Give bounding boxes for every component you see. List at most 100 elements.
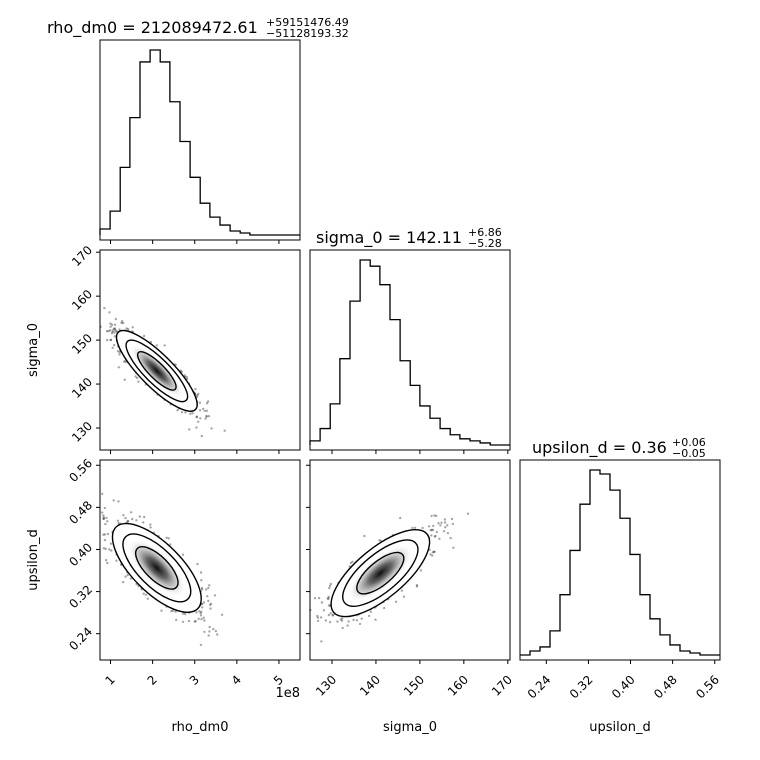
scatter-point — [194, 621, 196, 623]
histogram-outline-sigma_0 — [310, 260, 510, 445]
scatter-point — [208, 584, 210, 586]
scatter-point — [207, 400, 209, 402]
scatter-point — [209, 626, 211, 628]
scatter-point — [124, 517, 126, 519]
scatter-point — [328, 596, 330, 598]
scatter-point — [175, 619, 177, 621]
scatter-point — [164, 344, 166, 346]
scatter-point — [433, 514, 435, 516]
scatter-point — [127, 520, 129, 522]
histogram-bar-rho_dm0-9 — [190, 177, 200, 235]
scatter-point — [201, 435, 203, 437]
histogram-bar-sigma_0-14 — [450, 435, 460, 445]
scatter-point — [201, 606, 203, 608]
scatter-point — [452, 523, 454, 525]
scatter-point — [320, 616, 322, 618]
histogram-bar-sigma_0-12 — [430, 418, 440, 445]
histogram-bar-sigma_0-11 — [420, 406, 430, 445]
xtick-label-rho_dm0-1: 2 — [145, 673, 160, 688]
scatter-point — [451, 518, 453, 520]
scatter-point — [188, 620, 190, 622]
scatter-point — [403, 596, 405, 598]
scatter-point — [111, 332, 113, 334]
title-sigma_0-minus: −5.28 — [468, 237, 502, 250]
scatter-point — [215, 630, 217, 632]
histogram-bar-upsilon_d-13 — [650, 619, 660, 655]
histogram-bar-rho_dm0-1 — [110, 211, 120, 235]
ytick-label-sigma_0-2: 150 — [69, 331, 95, 357]
corner-panels: 1301401501601701 2 3 4 50.240.320.400.480.56… — [66, 40, 722, 701]
scatter-point — [200, 612, 202, 614]
scatter-point — [467, 513, 469, 515]
scatter-point — [200, 644, 202, 646]
scatter-point — [106, 339, 108, 341]
scatter-point — [135, 519, 137, 521]
scatter-point — [143, 335, 145, 337]
scatter-point — [444, 526, 446, 528]
scatter-point — [184, 411, 186, 413]
scatter-point — [208, 634, 210, 636]
scatter-point — [117, 520, 119, 522]
histogram-bar-rho_dm0-8 — [180, 142, 190, 235]
scatter-point — [201, 588, 203, 590]
scatter-point — [200, 579, 202, 581]
histogram-upsilon_d — [520, 470, 720, 655]
ytick-label-upsilon_d-0: 0.24 — [66, 624, 95, 653]
xtick-label-upsilon_d-3: 0.48 — [651, 673, 680, 702]
xtick-label-rho_dm0-2: 3 — [187, 673, 202, 688]
title-rho_dm0-minus: −51128193.32 — [266, 27, 349, 40]
scatter-point — [114, 324, 116, 326]
histogram-bar-upsilon_d-4 — [560, 595, 570, 655]
scatter-point — [399, 517, 401, 519]
scatter-point — [106, 520, 108, 522]
scatter-point — [194, 388, 196, 390]
scatter-point — [117, 350, 119, 352]
scatter-point — [200, 614, 202, 616]
histogram-bar-rho_dm0-11 — [210, 217, 220, 235]
scatter-point — [340, 618, 342, 620]
scatter-point — [206, 595, 208, 597]
scatter-point — [168, 537, 170, 539]
scatter-point — [182, 554, 184, 556]
scatter-point — [118, 353, 120, 355]
scatter-point — [143, 593, 145, 595]
scatter-point — [203, 619, 205, 621]
scatter-point — [374, 619, 376, 621]
scatter-point — [199, 409, 201, 411]
ytick-label-sigma_0-0: 130 — [69, 419, 95, 445]
scatter-point — [329, 621, 331, 623]
histogram-bar-upsilon_d-3 — [550, 631, 560, 655]
scatter-point — [127, 574, 129, 576]
scatter-point — [428, 525, 430, 527]
scatter-point — [131, 518, 133, 520]
scatter-point — [182, 621, 184, 623]
histogram-bar-sigma_0-6 — [370, 266, 380, 445]
scatter-point — [437, 522, 439, 524]
title-rho_dm0: rho_dm0 = 212089472.61 +59151476.49 −511… — [47, 16, 349, 40]
histogram-bar-sigma_0-5 — [360, 260, 370, 445]
scatter-point — [149, 526, 151, 528]
scatter-point — [314, 597, 316, 599]
scatter-point — [212, 628, 214, 630]
scatter-point — [329, 585, 331, 587]
scatter-point — [105, 548, 107, 550]
scatter-point — [147, 598, 149, 600]
scatter-point — [103, 516, 105, 518]
histogram-bar-upsilon_d-8 — [600, 474, 610, 655]
scatter-point — [188, 428, 190, 430]
scatter-point — [110, 549, 112, 551]
histogram-bar-upsilon_d-10 — [620, 518, 630, 655]
xtick-label-sigma_0-1: 140 — [357, 673, 383, 699]
scatter-point — [363, 535, 365, 537]
scatter-point — [320, 640, 322, 642]
ytick-label-upsilon_d-2: 0.40 — [66, 540, 95, 569]
scatter-point — [102, 534, 104, 536]
histogram-bar-upsilon_d-14 — [660, 635, 670, 655]
xtick-label-sigma_0-4: 170 — [489, 673, 515, 699]
histogram-bar-sigma_0-13 — [440, 429, 450, 445]
scatter-point — [421, 527, 423, 529]
xlabel-upsilon_d: upsilon_d — [589, 720, 650, 735]
scatter-point — [122, 581, 124, 583]
scatter-point — [106, 330, 108, 332]
scatter-point — [101, 511, 103, 513]
